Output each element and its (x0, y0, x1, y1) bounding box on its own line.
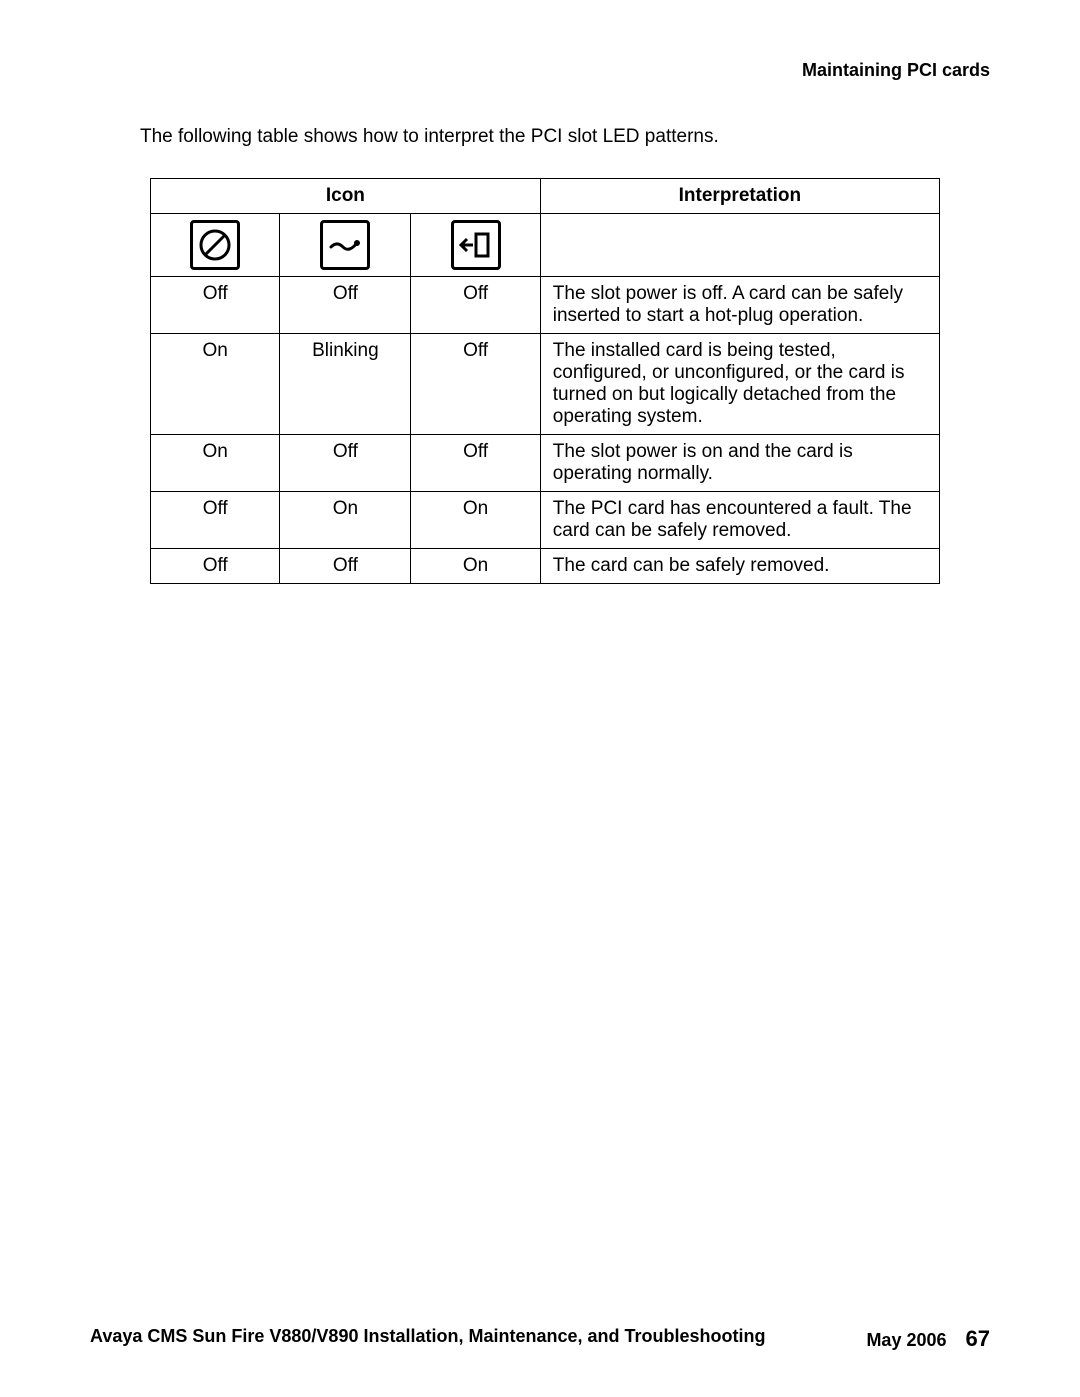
table-row: Off On On The PCI card has encountered a… (151, 492, 940, 549)
intro-text: The following table shows how to interpr… (140, 126, 990, 148)
footer-date: May 2006 (866, 1330, 946, 1350)
cell-interp: The PCI card has encountered a fault. Th… (540, 492, 939, 549)
cell-interp: The card can be safely removed. (540, 549, 939, 584)
power-led-icon (190, 220, 240, 270)
table-row: Off Off On The card can be safely remove… (151, 549, 940, 584)
cell-led3: Off (411, 435, 540, 492)
icon-cell-power (151, 214, 280, 277)
cell-led1: Off (151, 492, 280, 549)
table-row: On Blinking Off The installed card is be… (151, 334, 940, 435)
section-heading: Maintaining PCI cards (90, 60, 990, 81)
cell-led2: Blinking (280, 334, 411, 435)
cell-led2: Off (280, 549, 411, 584)
cell-led2: On (280, 492, 411, 549)
footer-right: May 2006 67 (866, 1326, 990, 1352)
document-page: Maintaining PCI cards The following tabl… (0, 0, 1080, 1397)
cell-led1: On (151, 334, 280, 435)
led-pattern-table: Icon Interpretation (150, 178, 940, 584)
icon-row-interp-empty (540, 214, 939, 277)
activity-led-icon (320, 220, 370, 270)
table-icon-row (151, 214, 940, 277)
cell-led2: Off (280, 435, 411, 492)
col-header-icon: Icon (151, 179, 541, 214)
cell-led1: Off (151, 277, 280, 334)
ok-to-remove-led-icon (451, 220, 501, 270)
cell-led3: On (411, 492, 540, 549)
cell-interp: The slot power is off. A card can be saf… (540, 277, 939, 334)
cell-led3: Off (411, 277, 540, 334)
cell-led3: On (411, 549, 540, 584)
cell-led1: On (151, 435, 280, 492)
cell-interp: The slot power is on and the card is ope… (540, 435, 939, 492)
footer-doc-title: Avaya CMS Sun Fire V880/V890 Installatio… (90, 1326, 766, 1347)
cell-led1: Off (151, 549, 280, 584)
icon-cell-activity (280, 214, 411, 277)
page-number: 67 (966, 1326, 990, 1351)
table-row: On Off Off The slot power is on and the … (151, 435, 940, 492)
cell-led2: Off (280, 277, 411, 334)
table-row: Off Off Off The slot power is off. A car… (151, 277, 940, 334)
cell-interp: The installed card is being tested, conf… (540, 334, 939, 435)
table-header-row: Icon Interpretation (151, 179, 940, 214)
col-header-interpretation: Interpretation (540, 179, 939, 214)
page-footer: Avaya CMS Sun Fire V880/V890 Installatio… (90, 1326, 990, 1352)
icon-cell-remove (411, 214, 540, 277)
cell-led3: Off (411, 334, 540, 435)
